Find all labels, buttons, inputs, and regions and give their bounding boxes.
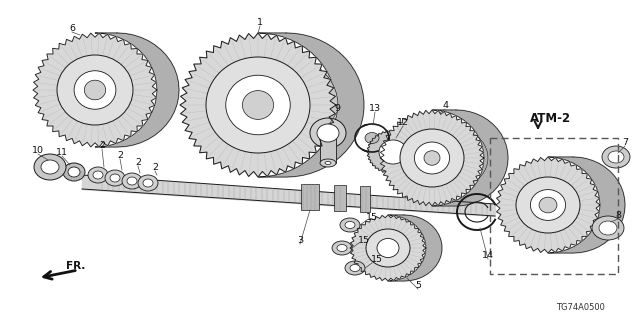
Ellipse shape (320, 159, 336, 167)
Ellipse shape (365, 132, 379, 143)
Bar (301, 184, 319, 210)
Text: 15: 15 (366, 212, 378, 221)
Bar (334, 185, 346, 211)
Ellipse shape (599, 221, 617, 235)
Bar (320, 135, 336, 163)
Text: 5: 5 (415, 281, 421, 290)
Ellipse shape (206, 57, 310, 153)
Text: 2: 2 (117, 150, 123, 159)
Text: ATM-2: ATM-2 (530, 111, 571, 124)
Polygon shape (380, 110, 484, 206)
Text: 15: 15 (358, 236, 370, 244)
Ellipse shape (366, 229, 410, 267)
Ellipse shape (93, 171, 103, 179)
Ellipse shape (340, 218, 360, 232)
Text: 11: 11 (56, 148, 68, 156)
Text: 13: 13 (369, 103, 381, 113)
Ellipse shape (34, 154, 66, 180)
Ellipse shape (325, 162, 331, 164)
Text: 1: 1 (257, 18, 263, 27)
Ellipse shape (516, 177, 580, 233)
Polygon shape (258, 57, 338, 153)
Text: 4: 4 (442, 100, 448, 109)
Polygon shape (548, 157, 625, 253)
Text: 2: 2 (135, 157, 141, 166)
Ellipse shape (539, 197, 557, 213)
Ellipse shape (243, 91, 274, 119)
Ellipse shape (592, 216, 624, 240)
Text: TG74A0500: TG74A0500 (556, 303, 604, 313)
Ellipse shape (415, 142, 450, 174)
Polygon shape (258, 33, 364, 177)
Polygon shape (33, 33, 157, 147)
Ellipse shape (424, 151, 440, 165)
Ellipse shape (110, 174, 120, 182)
Ellipse shape (531, 189, 566, 220)
Text: 3: 3 (297, 236, 303, 244)
Ellipse shape (602, 146, 630, 168)
Ellipse shape (377, 238, 399, 258)
Text: 8: 8 (615, 211, 621, 220)
Text: 2: 2 (99, 140, 105, 149)
Ellipse shape (143, 179, 153, 187)
Ellipse shape (310, 118, 346, 148)
Ellipse shape (68, 167, 80, 177)
Ellipse shape (41, 160, 59, 174)
Ellipse shape (608, 151, 624, 163)
Ellipse shape (122, 173, 142, 189)
Ellipse shape (379, 140, 407, 164)
Text: FR.: FR. (66, 261, 85, 271)
Polygon shape (496, 157, 600, 253)
Polygon shape (388, 215, 442, 281)
Text: 14: 14 (482, 251, 494, 260)
Text: 7: 7 (622, 138, 628, 147)
Ellipse shape (105, 170, 125, 186)
Ellipse shape (345, 221, 355, 228)
Ellipse shape (74, 71, 116, 109)
Ellipse shape (138, 175, 158, 191)
Text: 9: 9 (334, 103, 340, 113)
Polygon shape (350, 215, 426, 281)
Polygon shape (95, 33, 179, 147)
Text: 12: 12 (397, 117, 409, 126)
Ellipse shape (88, 167, 108, 183)
Polygon shape (180, 33, 336, 177)
Ellipse shape (337, 244, 347, 252)
Ellipse shape (127, 177, 137, 185)
Ellipse shape (57, 55, 133, 125)
Text: 15: 15 (371, 255, 383, 265)
Ellipse shape (317, 124, 339, 142)
Bar (490, 138, 618, 274)
Polygon shape (367, 130, 419, 174)
Ellipse shape (226, 75, 291, 135)
Text: 10: 10 (32, 146, 44, 155)
Ellipse shape (350, 265, 360, 271)
Text: 2: 2 (152, 163, 158, 172)
Ellipse shape (345, 261, 365, 275)
Ellipse shape (63, 163, 85, 181)
Ellipse shape (84, 80, 106, 100)
Ellipse shape (400, 129, 464, 187)
Bar (360, 186, 370, 212)
Ellipse shape (332, 241, 352, 255)
Polygon shape (432, 110, 508, 206)
Text: 6: 6 (69, 23, 75, 33)
